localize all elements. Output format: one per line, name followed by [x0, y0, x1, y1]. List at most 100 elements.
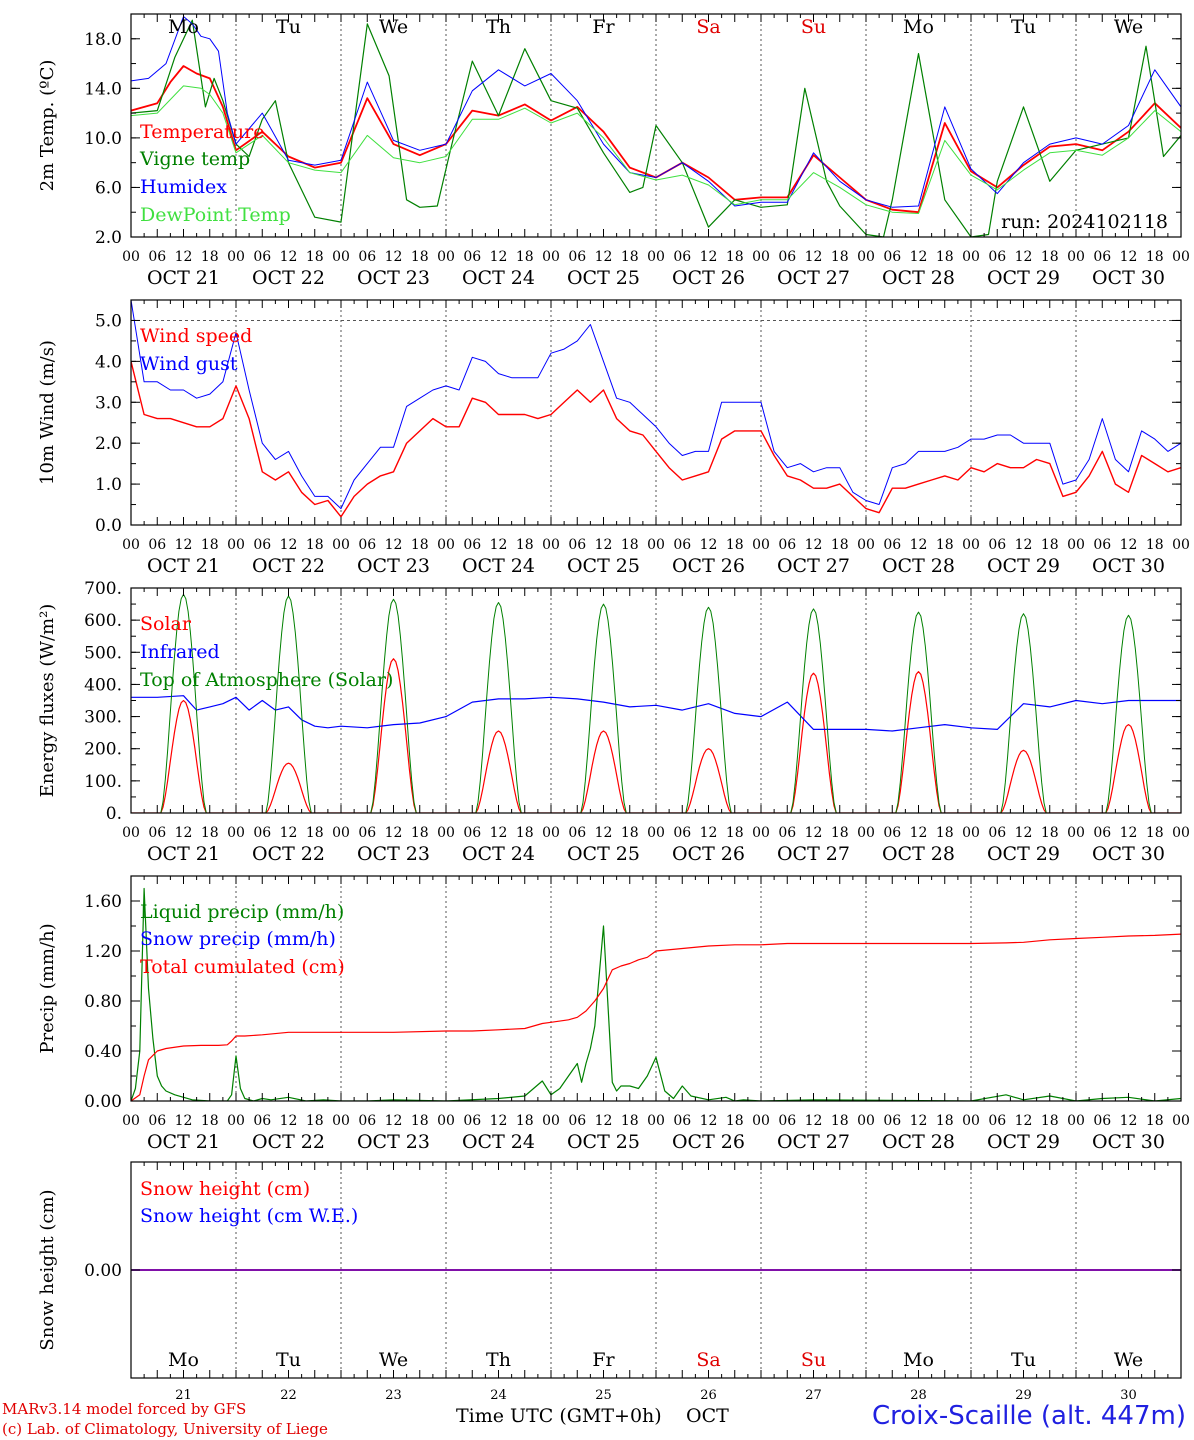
series-humidex	[131, 16, 1181, 208]
hour-label: 06	[358, 825, 376, 841]
hour-label: 06	[253, 249, 271, 265]
legend-entry: Solar	[140, 613, 192, 635]
model-credit: MARv3.14 model forced by GFS	[2, 1400, 247, 1418]
hour-label: 06	[253, 825, 271, 841]
series-top-of-atmosphere-solar-	[131, 593, 1181, 813]
date-label: OCT 26	[672, 555, 745, 577]
date-label: OCT 21	[147, 843, 220, 865]
hour-label: 06	[463, 1113, 481, 1129]
day-name-bottom: We	[379, 1349, 408, 1371]
hour-label: 12	[385, 1113, 403, 1129]
y-axis-title: Precip (mm/h)	[37, 923, 58, 1053]
date-label: OCT 29	[987, 1131, 1060, 1153]
hour-label: 12	[595, 825, 613, 841]
hour-label: 12	[385, 825, 403, 841]
hour-label: 12	[280, 1113, 298, 1129]
hour-label: 18	[726, 537, 744, 553]
hour-label: 06	[253, 1113, 271, 1129]
station-name: Croix-Scaille (alt. 447m)	[872, 1401, 1186, 1431]
y-tick-label: 600.	[84, 611, 122, 631]
hour-label: 12	[700, 825, 718, 841]
legend-entry: Snow height (cm W.E.)	[140, 1205, 358, 1227]
date-label: OCT 27	[777, 1131, 850, 1153]
date-label: OCT 21	[147, 267, 220, 289]
hour-label: 00	[542, 249, 560, 265]
hour-label: 12	[490, 1113, 508, 1129]
y-axis-title: Energy fluxes (W/m²)	[37, 604, 58, 798]
date-label: OCT 23	[357, 1131, 430, 1153]
y-tick-label: 300.	[84, 708, 122, 728]
hour-label: 06	[1093, 1113, 1111, 1129]
date-label: OCT 24	[462, 555, 535, 577]
hour-label: 00	[752, 1113, 770, 1129]
hour-label: 18	[621, 1113, 639, 1129]
hour-label: 18	[516, 249, 534, 265]
y-tick-label: 1.0	[95, 475, 122, 495]
hour-label: 06	[568, 249, 586, 265]
series-temperature	[131, 65, 1181, 214]
day-number: 30	[1120, 1388, 1137, 1403]
legend-entry: Snow precip (mm/h)	[140, 928, 336, 950]
y-axis-title: Snow height (cm)	[37, 1189, 58, 1350]
date-label: OCT 25	[567, 843, 640, 865]
hour-label: 00	[122, 537, 140, 553]
date-label: OCT 25	[567, 1131, 640, 1153]
hour-label: 12	[175, 537, 193, 553]
y-tick-label: 2.0	[95, 228, 122, 248]
y-axis-title: 2m Temp. (ºC)	[37, 60, 58, 192]
hour-label: 12	[175, 1113, 193, 1129]
hour-label: 18	[1146, 537, 1164, 553]
day-number: 24	[490, 1388, 507, 1403]
day-name-bottom: Mo	[168, 1349, 199, 1371]
day-name-top: Fr	[592, 16, 615, 38]
day-name-bottom: Th	[486, 1349, 511, 1371]
hour-label: 06	[988, 825, 1006, 841]
hour-label: 00	[227, 249, 245, 265]
day-name-bottom: We	[1114, 1349, 1143, 1371]
hour-label: 06	[358, 537, 376, 553]
hour-label: 06	[673, 537, 691, 553]
hour-label: 00	[647, 249, 665, 265]
hour-label: 06	[568, 1113, 586, 1129]
hour-label: 18	[621, 825, 639, 841]
hour-label: 06	[568, 825, 586, 841]
hour-label: 00	[752, 825, 770, 841]
hour-label: 18	[306, 1113, 324, 1129]
legend-entry: Wind gust	[140, 353, 238, 375]
hour-label: 18	[831, 249, 849, 265]
legend-entry: Snow height (cm)	[140, 1178, 310, 1200]
legend-entry: Wind speed	[140, 325, 252, 347]
legend-entry: Total cumulated (cm)	[140, 956, 345, 978]
day-name-bottom: Sa	[696, 1349, 720, 1371]
hour-label: 06	[148, 249, 166, 265]
hour-label: 00	[647, 1113, 665, 1129]
date-label: OCT 27	[777, 267, 850, 289]
hour-label: 18	[411, 249, 429, 265]
day-number: 26	[700, 1388, 717, 1403]
y-tick-label: 0.00	[84, 1261, 122, 1281]
y-tick-label: 14.0	[84, 79, 122, 99]
hour-label: 00	[1172, 249, 1190, 265]
hour-label: 06	[673, 1113, 691, 1129]
panel-wind: 0.0 1.0 2.0 3.0 4.0 5.0 10m Wind (m/s) Wind spe…	[37, 299, 1190, 577]
legend-entry: Temperature	[140, 121, 264, 143]
hour-label: 06	[883, 825, 901, 841]
hour-label: 00	[437, 537, 455, 553]
date-label: OCT 23	[357, 267, 430, 289]
day-name-bottom: Mo	[903, 1349, 934, 1371]
date-label: OCT 22	[252, 843, 325, 865]
hour-label: 00	[1172, 825, 1190, 841]
day-name-bottom: Su	[801, 1349, 826, 1371]
date-label: OCT 24	[462, 267, 535, 289]
date-label: OCT 24	[462, 843, 535, 865]
series-solar	[131, 658, 1181, 813]
hour-label: 18	[411, 537, 429, 553]
date-label: OCT 21	[147, 555, 220, 577]
y-tick-label: 10.0	[84, 129, 122, 149]
hour-label: 18	[1146, 825, 1164, 841]
hour-label: 18	[201, 1113, 219, 1129]
hour-label: 00	[647, 537, 665, 553]
y-tick-label: 1.20	[84, 942, 122, 962]
legend-entry: Infrared	[140, 641, 220, 663]
